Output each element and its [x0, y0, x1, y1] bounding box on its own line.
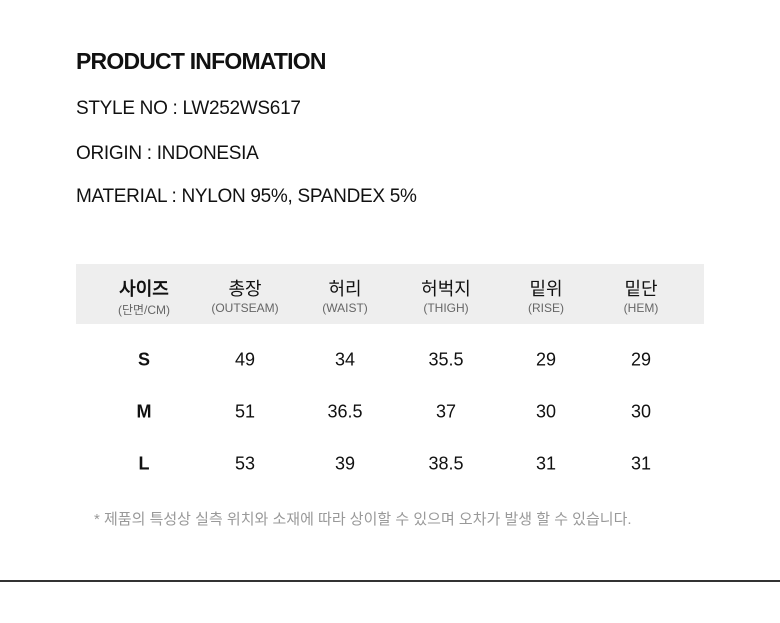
header-label: 허벅지 — [421, 279, 471, 299]
header-sublabel: (RISE) — [528, 301, 564, 315]
table-cell: 31 — [630, 453, 652, 474]
style-no: STYLE NO : LW252WS617 — [76, 98, 301, 119]
header-label: 밑단 — [624, 279, 658, 299]
table-cell: 49 — [234, 349, 256, 370]
table-cell: 51 — [234, 401, 256, 422]
size-table: 사이즈 (단면/CM) 총장 (OUTSEAM) 허리 (WAIST) 허벅지 (THIGH)… — [76, 264, 704, 490]
table-cell: 30 — [535, 401, 557, 422]
table-cell: 39 — [334, 453, 356, 474]
size-label: L — [138, 453, 150, 474]
table-cell: 29 — [535, 349, 557, 370]
section-title: PRODUCT INFOMATION — [76, 48, 326, 74]
origin: ORIGIN : INDONESIA — [76, 143, 259, 164]
header-label: 허리 — [328, 279, 362, 299]
table-cell: 29 — [630, 349, 652, 370]
divider — [0, 580, 780, 582]
table-cell: 53 — [234, 453, 256, 474]
measurement-note: * 제품의 특성상 실측 위치와 소재에 따라 상이할 수 있으며 오차가 발생… — [94, 511, 632, 528]
header-label: 사이즈 — [119, 279, 169, 299]
header-label: 밑위 — [529, 279, 563, 299]
table-cell: 38.5 — [428, 453, 464, 474]
header-sublabel: (WAIST) — [322, 301, 368, 315]
table-row: S 49 34 35.5 29 29 — [76, 334, 704, 386]
table-cell: 31 — [535, 453, 557, 474]
table-cell: 36.5 — [327, 401, 363, 422]
table-cell: 34 — [334, 349, 356, 370]
header-sublabel: (HEM) — [623, 301, 659, 315]
header-sublabel: (OUTSEAM) — [211, 301, 279, 315]
header-sublabel: (THIGH) — [423, 301, 469, 315]
table-cell: 37 — [435, 401, 457, 422]
table-cell: 30 — [630, 401, 652, 422]
table-cell: 35.5 — [428, 349, 464, 370]
table-header: 사이즈 (단면/CM) 총장 (OUTSEAM) 허리 (WAIST) 허벅지 (THIGH)… — [76, 264, 704, 324]
material: MATERIAL : NYLON 95%, SPANDEX 5% — [76, 186, 417, 207]
size-label: S — [137, 349, 151, 370]
table-row: M 51 36.5 37 30 30 — [76, 386, 704, 438]
table-row: L 53 39 38.5 31 31 — [76, 438, 704, 490]
header-label: 총장 — [228, 279, 262, 299]
size-label: M — [136, 401, 152, 422]
header-sublabel: (단면/CM) — [117, 303, 171, 317]
